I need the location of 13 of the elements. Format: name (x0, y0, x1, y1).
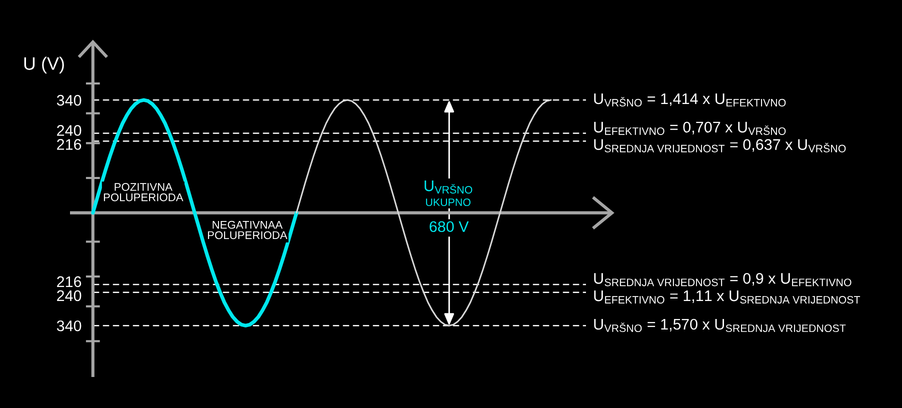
y-tick-label: 240 (57, 290, 82, 302)
y-tick-label: 340 (56, 320, 82, 332)
y-tick-label: 240 (57, 125, 82, 136)
y-axis-title: U (V) (24, 56, 64, 74)
y-tick-label: 216 (57, 139, 82, 150)
annotation: 680 V (430, 221, 469, 232)
y-tick-label: 340 (56, 94, 82, 106)
annotation: POZITIVNA POLUPERIODA (104, 183, 184, 202)
line-series (296, 99, 552, 326)
y-tick-label: 216 (57, 276, 82, 288)
annotation: U$_{VRŠNO}$ UKUPNO (424, 180, 472, 206)
annotation: NEGATIVNAA POLUPERIODA (208, 220, 288, 240)
line-series (91, 98, 298, 328)
